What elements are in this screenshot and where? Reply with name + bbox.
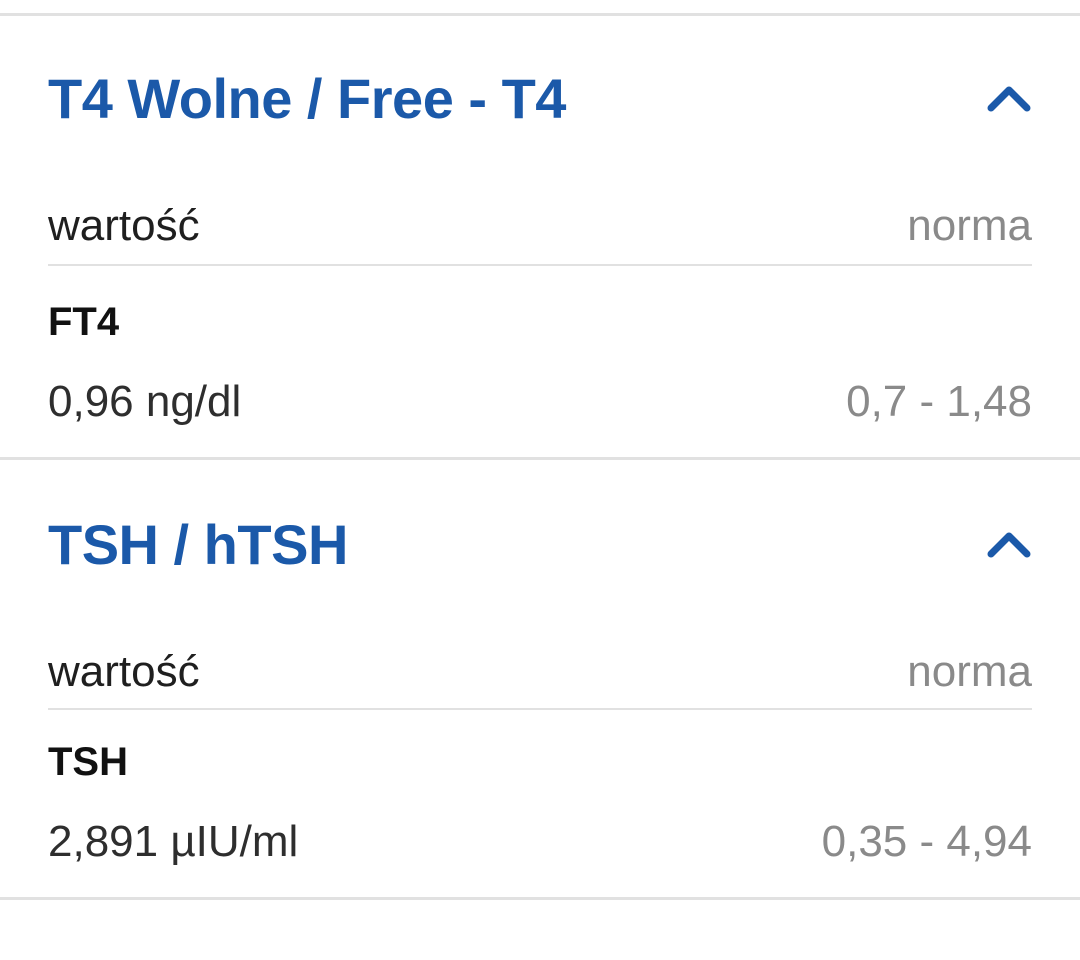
value-column-label: wartość [48,201,200,250]
test-value: 2,891 µIU/ml [48,817,299,866]
test-result-row: 0,96 ng/dl 0,7 - 1,48 [48,376,1032,428]
test-norm-range: 0,7 - 1,48 [846,377,1032,426]
lab-result-section-tsh: TSH / hTSH wartość norma TSH 2,891 µIU/m… [0,516,1080,900]
section-toggle-ft4[interactable]: T4 Wolne / Free - T4 [48,70,1032,128]
column-header-divider [48,708,1032,710]
section-divider [0,897,1080,900]
section-title: T4 Wolne / Free - T4 [48,67,566,130]
previous-card-bottom-edge [0,13,1080,16]
lab-results-page: T4 Wolne / Free - T4 wartość norma FT4 0… [0,13,1080,960]
value-column-label: wartość [48,647,200,696]
chevron-up-icon[interactable] [986,84,1032,114]
test-result-row: 2,891 µIU/ml 0,35 - 4,94 [48,816,1032,868]
section-divider [0,457,1080,460]
test-value: 0,96 ng/dl [48,377,242,426]
norm-column-label: norma [907,201,1032,250]
test-norm-range: 0,35 - 4,94 [821,817,1032,866]
test-name: TSH [48,740,128,784]
test-name: FT4 [48,300,120,344]
column-headers: wartość norma [48,646,1032,698]
chevron-up-icon[interactable] [986,530,1032,560]
section-title: TSH / hTSH [48,513,348,576]
column-header-divider [48,264,1032,266]
norm-column-label: norma [907,647,1032,696]
column-headers: wartość norma [48,200,1032,252]
section-toggle-tsh[interactable]: TSH / hTSH [48,516,1032,574]
lab-result-section-ft4: T4 Wolne / Free - T4 wartość norma FT4 0… [0,70,1080,460]
